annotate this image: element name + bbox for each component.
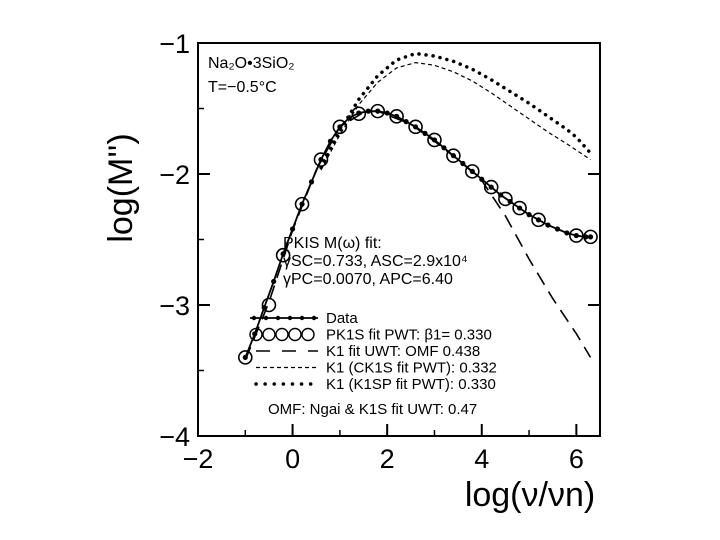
fit-marker (408, 119, 423, 135)
series-short-dash (320, 61, 591, 171)
data-point (517, 205, 523, 211)
data-point (587, 234, 594, 240)
legend-swatch-dot (275, 315, 281, 321)
series-line-long-dash (244, 110, 592, 361)
fit-marker (531, 212, 546, 228)
legend-swatch-circle (301, 327, 315, 342)
data-point (308, 179, 315, 185)
fit-marker (512, 200, 527, 216)
x-tick-label: −2 (183, 444, 214, 474)
data-point (271, 278, 277, 285)
fit-marker (583, 229, 598, 245)
sample-temperature: T=−0.5°C (208, 79, 277, 96)
x-axis-label: log(ν/νn) (465, 476, 595, 514)
legend-swatch-circle (288, 327, 302, 342)
legend-swatch-dot (263, 315, 269, 321)
y-tick-label: −4 (159, 422, 190, 452)
legend-item: PK1S fit PWT: β1= 0.330 (249, 327, 492, 344)
data-point (422, 130, 428, 136)
fit-marker (483, 179, 499, 195)
fit-marker (498, 191, 513, 207)
series-line-dotted (319, 51, 593, 170)
legend-swatch-dot (299, 315, 305, 321)
data-point (554, 226, 561, 232)
series-long-dash (244, 110, 592, 361)
fit-marker (569, 228, 584, 243)
legend-item: K1 fit UWT: OMF 0.438 (256, 343, 480, 360)
sample-composition: Na₂O•3SiO₂ (208, 55, 295, 72)
y-tick-labels: −1 −2 −3 −4 (159, 29, 190, 452)
y-axis-label: log(M'') (102, 133, 140, 242)
data-point (479, 176, 485, 182)
x-tick-label: 6 (569, 444, 584, 474)
legend-swatch-dot (251, 315, 257, 321)
legend-label: K1 fit UWT: OMF 0.438 (326, 343, 480, 360)
data-point (535, 217, 542, 223)
legend-label: K1 (K1SP fit PWT): 0.330 (326, 376, 496, 393)
fit-marker (275, 247, 291, 263)
data-point (526, 212, 532, 218)
x-tick-label: 2 (380, 444, 395, 474)
data-point (441, 145, 447, 151)
y-tick-label: −2 (159, 160, 190, 190)
data-point (564, 230, 570, 236)
data-point (384, 110, 390, 116)
x-tick-label: 0 (285, 444, 300, 474)
y-tick-label: −3 (159, 291, 190, 321)
legend-swatch-circle (249, 327, 263, 342)
fit-marker (446, 148, 461, 163)
legend-swatch-dot (311, 315, 317, 321)
series-dotted (319, 51, 593, 170)
fit-marker (261, 297, 277, 313)
data-point (318, 156, 324, 163)
fit-marker (294, 196, 310, 212)
legend-swatch-circle (262, 327, 276, 342)
fit-annotation: PKIS M(ω) fit: γSC=0.733, ASC=2.9x10⁴ γP… (283, 235, 468, 288)
fit-marker (389, 109, 404, 124)
series-layer (237, 51, 598, 365)
series-line-short-dash (320, 61, 591, 171)
data-point (545, 222, 551, 228)
sample-annotation: Na₂O•3SiO₂ T=−0.5°C (208, 55, 295, 96)
legend-item: Data (250, 310, 358, 327)
fit-params-pc: γPC=0.0070, APC=6.40 (283, 271, 453, 288)
data-point (327, 138, 334, 144)
fit-params-sc: γSC=0.733, ASC=2.9x10⁴ (283, 253, 468, 270)
legend-swatch-circle (275, 327, 289, 342)
fit-marker (351, 106, 367, 122)
x-tick-labels: −2 0 2 4 6 (183, 444, 584, 474)
fit-marker (427, 132, 442, 148)
legend-label: PK1S fit PWT: β1= 0.330 (326, 327, 492, 344)
fit-marker (332, 119, 348, 135)
legend-item: K1 (K1SP fit PWT): 0.330 (254, 376, 496, 393)
data-point (573, 232, 579, 239)
data-point (488, 184, 494, 190)
fit-marker (465, 164, 480, 179)
y-tick-label: −1 (159, 29, 190, 59)
legend-item: K1 (CK1S fit PWT): 0.332 (256, 360, 497, 377)
fit-marker (237, 350, 253, 365)
footnote: OMF: Ngai & K1S fit UWT: 0.47 (268, 401, 477, 418)
legend-label: K1 (CK1S fit PWT): 0.332 (326, 360, 497, 377)
fit-title: PKIS M(ω) fit: (283, 235, 382, 252)
data-point (365, 108, 371, 114)
data-point (403, 119, 409, 125)
x-tick-label: 4 (474, 444, 489, 474)
legend-swatch-dot (287, 315, 293, 321)
tick-marks (197, 42, 600, 437)
legend-label: Data (326, 310, 358, 327)
